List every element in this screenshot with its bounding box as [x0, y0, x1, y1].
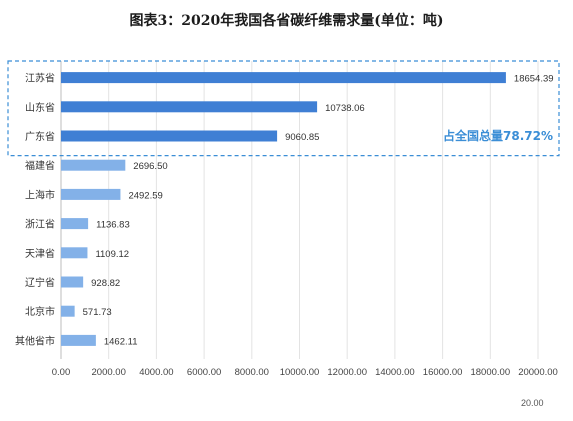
x-tick-label: 6000.00	[187, 367, 221, 378]
chart-title: 图表3：2020年我国各省碳纤维需求量(单位：吨)	[129, 13, 444, 29]
category-label: 浙江省	[25, 218, 55, 231]
category-label: 北京市	[25, 305, 55, 318]
top3-highlight-box	[7, 60, 560, 157]
category-label: 天津省	[25, 247, 55, 260]
bar	[61, 72, 506, 84]
category-label: 福建省	[25, 159, 55, 172]
bar	[61, 305, 75, 317]
bar	[61, 188, 121, 200]
x-tick-label: 18000.00	[470, 367, 510, 378]
x-tick-label: 20000.00	[518, 367, 558, 378]
x-axis-ticks: 0.00 2000.00 4000.00 6000.00 8000.00 10000.00…	[52, 367, 558, 378]
bar	[61, 101, 318, 113]
bar	[61, 276, 84, 288]
bar	[61, 218, 89, 230]
bars	[61, 72, 506, 346]
value-label: 2696.50	[133, 161, 167, 172]
value-labels: 18654.39 10738.06 9060.85 2696.50 2492.59 113…	[83, 74, 554, 348]
x-tick-label: 14000.00	[375, 367, 415, 378]
category-label: 山东省	[25, 101, 55, 114]
share-annotation: 占全国总量78.72%	[443, 128, 553, 143]
x-tick-label: 4000.00	[139, 367, 173, 378]
value-label: 571.73	[83, 307, 112, 318]
category-label: 广东省	[25, 130, 55, 143]
value-label: 10738.06	[325, 103, 365, 114]
value-label: 928.82	[91, 278, 120, 289]
value-label: 9060.85	[285, 132, 319, 143]
bar	[61, 130, 278, 142]
footnote: 20.00	[521, 398, 544, 408]
x-tick-label: 10000.00	[280, 367, 320, 378]
bar	[61, 247, 88, 259]
x-tick-label: 16000.00	[423, 367, 463, 378]
value-label: 18654.39	[514, 74, 554, 85]
bar	[61, 159, 126, 171]
bar	[61, 334, 96, 346]
category-label: 辽宁省	[25, 276, 55, 289]
x-tick-label: 12000.00	[327, 367, 367, 378]
x-tick-label: 0.00	[52, 367, 71, 378]
value-label: 1462.11	[104, 336, 138, 347]
category-label: 上海市	[25, 188, 55, 201]
x-tick-label: 2000.00	[92, 367, 126, 378]
value-label: 1136.83	[96, 220, 130, 231]
value-label: 1109.12	[95, 249, 129, 260]
value-label: 2492.59	[128, 190, 162, 201]
category-label: 其他省市	[15, 334, 55, 347]
x-tick-label: 8000.00	[235, 367, 269, 378]
category-label: 江苏省	[25, 72, 55, 85]
